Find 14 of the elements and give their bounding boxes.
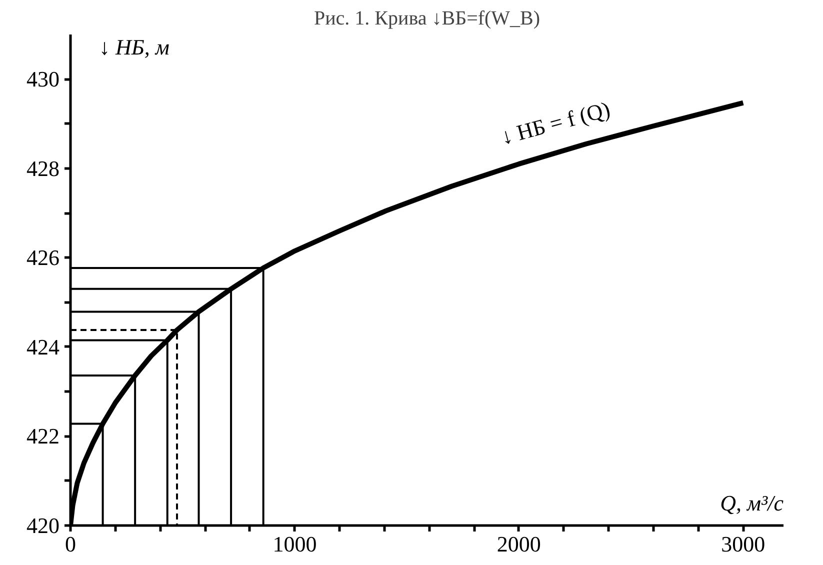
y-tick-label: 424 [26, 334, 60, 360]
y-tick-label: 420 [26, 513, 60, 538]
x-axis-title: Q, м³/с [720, 490, 784, 516]
x-tick-label: 0 [65, 532, 76, 556]
y-tick-label: 430 [26, 66, 60, 92]
y-tick-label: 426 [26, 245, 60, 270]
annotation: ↓ НБ = f (Q) [498, 96, 613, 150]
chart-title: Рис. 1. Крива ↓ВБ=f(W_B) [314, 8, 540, 30]
x-tick-label: 2000 [496, 532, 541, 556]
y-tick-label: 422 [26, 424, 60, 449]
x-tick-label: 1000 [272, 532, 317, 556]
x-tick-label: 3000 [721, 532, 766, 556]
y-axis-title: ↓ НБ, м [99, 34, 170, 60]
y-tick-label: 428 [26, 156, 60, 181]
